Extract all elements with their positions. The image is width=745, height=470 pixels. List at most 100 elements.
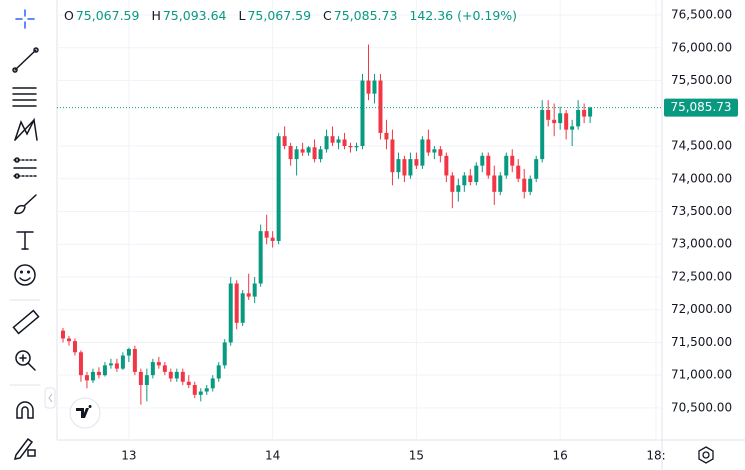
candle-body (66, 338, 71, 342)
candle-body (486, 155, 491, 176)
candle-body (384, 132, 389, 140)
candle-body (558, 113, 563, 124)
candle-body (78, 352, 83, 376)
candle-body (210, 378, 215, 389)
candle-body (372, 80, 377, 94)
y-tick-label: 72,000.00 (671, 302, 732, 316)
candle-body (354, 146, 359, 148)
y-tick-label: 70,500.00 (671, 400, 732, 414)
y-tick-label: 75,500.00 (671, 73, 732, 87)
candle-body (180, 371, 185, 382)
candle-body (438, 149, 443, 156)
candle-body (312, 147, 317, 160)
candle-body (318, 149, 323, 160)
icon-tool[interactable] (14, 264, 36, 286)
candle-body (390, 139, 395, 173)
fib-tool[interactable] (12, 87, 37, 107)
candle-body (288, 146, 293, 160)
candle-body (492, 175, 497, 192)
candle-body (252, 283, 257, 297)
y-tick-label: 76,500.00 (671, 8, 732, 22)
text-tool[interactable] (16, 231, 34, 250)
candle-body (144, 375, 149, 385)
candle-body (138, 371, 143, 385)
close-value: 75,085.73 (333, 8, 398, 23)
y-tick-label: 71,500.00 (671, 335, 732, 349)
open-value: 75,067.59 (75, 8, 140, 23)
candle-body (420, 139, 425, 166)
x-tick-label: 16 (553, 449, 568, 463)
candle-body (84, 375, 89, 381)
candle-body (162, 365, 167, 372)
candle-body (426, 139, 431, 153)
y-tick-label: 74,000.00 (671, 171, 732, 185)
x-tick-label: 15 (409, 449, 424, 463)
candle-body (516, 165, 521, 179)
candle-body (444, 155, 449, 176)
high-label: H (151, 8, 161, 23)
candle-body (90, 371, 95, 381)
open-label: O (64, 8, 74, 23)
brush-tool[interactable] (14, 194, 37, 215)
candle-body (294, 149, 299, 160)
candle-body (216, 365, 221, 379)
y-tick-label: 76,000.00 (671, 40, 732, 54)
candle-body (570, 126, 575, 130)
candle-body (306, 147, 311, 153)
ruler-tool[interactable] (12, 309, 40, 335)
candle-body (132, 348, 137, 372)
candle-body (222, 342, 227, 366)
low-label: L (238, 8, 246, 23)
candle-body (192, 385, 197, 395)
candle-body (282, 136, 287, 147)
candle-body (240, 293, 245, 323)
candle-body (228, 283, 233, 343)
candle-body (456, 185, 461, 192)
candle-body (120, 355, 125, 369)
candle-body (264, 231, 269, 238)
y-tick-label: 72,500.00 (671, 269, 732, 283)
candle-body (588, 107, 593, 117)
candle-body (276, 136, 281, 241)
candle-body (348, 146, 353, 148)
candle-body (330, 136, 335, 143)
candle-body (336, 139, 341, 143)
candle-body (378, 80, 383, 133)
tradingview-logo[interactable] (69, 397, 101, 429)
candle-body (402, 159, 407, 176)
candle-body (300, 149, 305, 153)
lock-tool[interactable] (13, 437, 36, 460)
candle-body (246, 293, 251, 297)
forecast-tool[interactable] (13, 157, 37, 179)
candle-body (474, 165, 479, 183)
candle-body (546, 110, 551, 120)
candle-body (324, 136, 329, 150)
candle-body (168, 371, 173, 379)
crosshair-tool[interactable] (15, 9, 35, 29)
settings-button[interactable] (698, 446, 714, 464)
candle-body (234, 283, 239, 323)
pattern-tool[interactable] (14, 117, 38, 141)
candle-body (360, 80, 365, 147)
candle-body (204, 388, 209, 392)
zoom-tool[interactable] (15, 350, 36, 371)
collapse-button[interactable] (44, 387, 56, 409)
candle-body (576, 110, 581, 127)
change-value: 142.36 (+0.19%) (409, 8, 518, 23)
y-tick-label: 71,000.00 (671, 368, 732, 382)
toolbar (9, 9, 41, 460)
trend-line-tool[interactable] (12, 47, 39, 73)
low-value: 75,067.59 (247, 8, 312, 23)
candles (60, 44, 593, 405)
candle-body (462, 175, 467, 186)
magnet-tool[interactable] (16, 401, 34, 419)
candle-body (534, 159, 539, 179)
candle-body (60, 330, 65, 339)
x-tick-label: 13 (121, 449, 136, 463)
candle-body (480, 155, 485, 166)
candle-body (342, 139, 347, 147)
close-label: C (323, 8, 332, 23)
candle-body (198, 391, 203, 395)
